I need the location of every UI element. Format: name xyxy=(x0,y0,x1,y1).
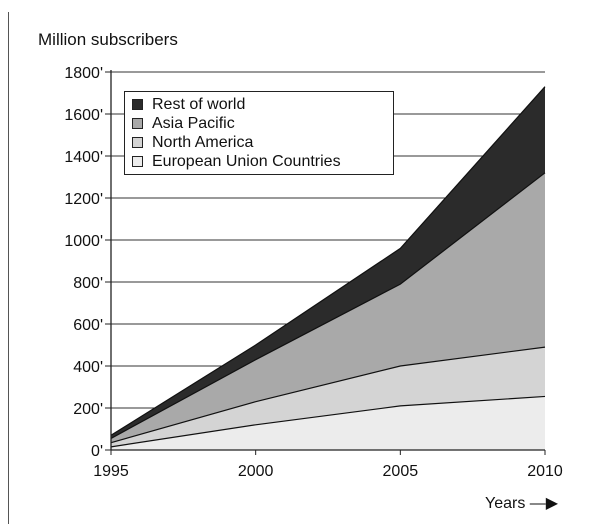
y-tick-label: 1000' xyxy=(64,233,103,250)
x-tick-label: 2000 xyxy=(238,463,274,480)
legend-label-european-union: European Union Countries xyxy=(152,152,341,170)
legend-label-asia-pacific: Asia Pacific xyxy=(152,114,235,132)
line-asia-pacific xyxy=(110,172,546,439)
x-tick-label: 1995 xyxy=(93,463,129,480)
area-north-america xyxy=(111,347,545,447)
area-european-union-countries xyxy=(111,396,545,450)
line-north-america xyxy=(110,346,546,444)
y-tick-label: 400' xyxy=(73,359,103,376)
y-axis-label: Million subscribers xyxy=(38,30,178,49)
y-tick-label: 1400' xyxy=(64,149,103,166)
y-tick-label: 0' xyxy=(91,443,103,460)
y-tick-label: 600' xyxy=(73,317,103,334)
x-tick-label: 2005 xyxy=(383,463,419,480)
x-tick-label: 2010 xyxy=(527,463,563,480)
y-tick-label: 1800' xyxy=(64,65,103,82)
legend-swatch-north-america xyxy=(132,137,143,148)
arrow-right-icon: —▶ xyxy=(529,495,559,512)
x-axis-label-text: Years xyxy=(485,495,526,512)
legend-item-asia-pacific: Asia Pacific xyxy=(132,114,393,133)
legend-swatch-european-union xyxy=(132,156,143,167)
y-tick-label: 1200' xyxy=(64,191,103,208)
legend-item-european-union: European Union Countries xyxy=(132,152,393,171)
line-european-union-countries xyxy=(110,395,546,448)
x-axis-label: Years —▶ xyxy=(485,493,558,513)
legend-label-rest-of-world: Rest of world xyxy=(152,95,246,113)
legend-swatch-rest-of-world xyxy=(132,99,143,110)
chart-legend: Rest of world Asia Pacific North America… xyxy=(124,91,394,175)
y-tick-label: 200' xyxy=(73,401,103,418)
line-rest-of-world xyxy=(110,86,546,436)
y-tick-label: 800' xyxy=(73,275,103,292)
legend-item-rest-of-world: Rest of world xyxy=(132,95,393,114)
legend-label-north-america: North America xyxy=(152,133,254,151)
y-tick-label: 1600' xyxy=(64,107,103,124)
legend-swatch-asia-pacific xyxy=(132,118,143,129)
area-asia-pacific xyxy=(111,172,545,443)
legend-item-north-america: North America xyxy=(132,133,393,152)
figure-left-border xyxy=(8,12,9,524)
